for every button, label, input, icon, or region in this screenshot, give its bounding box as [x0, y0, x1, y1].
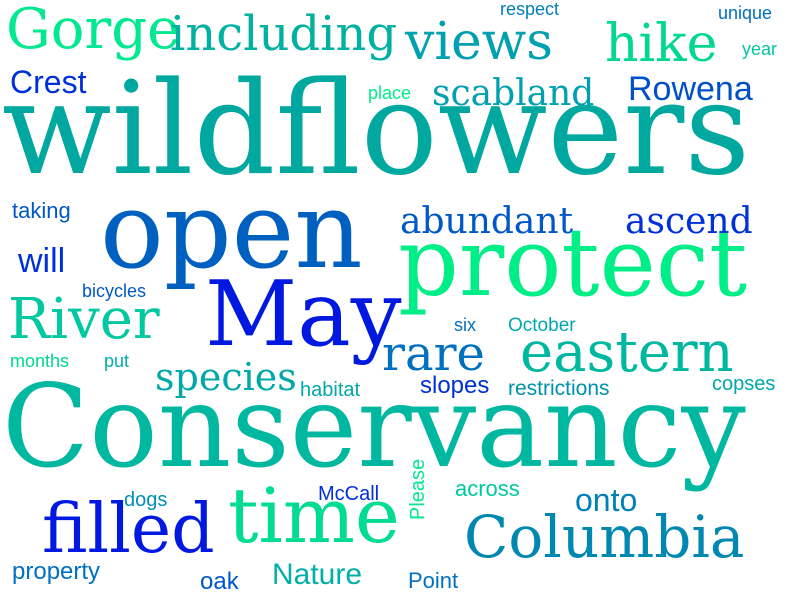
word-hike: hike [605, 14, 718, 74]
word-point: Point [408, 568, 459, 593]
word-wildflowers: wildflowers [2, 55, 750, 204]
word-crest: Crest [10, 64, 87, 100]
word-columbia: Columbia [464, 503, 745, 571]
word-months: months [10, 351, 70, 371]
word-october: October [508, 315, 576, 336]
word-property: property [12, 558, 101, 585]
word-nature: Nature [272, 558, 363, 591]
word-restrictions: restrictions [508, 377, 610, 400]
word-bicycles: bicycles [82, 281, 147, 301]
word-may: May [205, 262, 402, 367]
word-will: will [18, 242, 66, 280]
word-including: including [170, 6, 398, 62]
word-protect: protect [398, 208, 748, 318]
word-river: River [8, 287, 160, 352]
word-filled: filled [42, 490, 215, 569]
word-dogs: dogs [124, 489, 168, 511]
word-six: six [454, 315, 476, 335]
word-respect: respect [500, 0, 560, 19]
word-scabland: scabland [432, 73, 595, 114]
word-onto: onto [575, 482, 638, 518]
word-ascend: ascend [625, 201, 753, 242]
word-unique: unique [718, 3, 773, 23]
word-year: year [742, 39, 778, 59]
word-abundant: abundant [400, 201, 574, 242]
word-taking: taking [12, 198, 71, 223]
word-open: open [100, 169, 363, 292]
word-time: time [228, 471, 400, 560]
word-oak: oak [200, 568, 239, 595]
word-slopes: slopes [420, 372, 490, 399]
word-place: place [368, 83, 412, 103]
word-views: views [405, 12, 553, 72]
word-rare: rare [382, 326, 485, 382]
word-please: Please [407, 458, 429, 520]
word-across: across [455, 476, 520, 501]
word-species: species [155, 355, 297, 399]
word-mccall: McCall [318, 483, 380, 505]
word-habitat: habitat [300, 379, 361, 401]
word-rowena: Rowena [628, 70, 753, 108]
word-eastern: eastern [520, 320, 734, 385]
word-put: put [104, 351, 130, 371]
word-copses: copses [712, 373, 776, 395]
word-conservancy: Conservancy [2, 360, 746, 493]
word-gorge: Gorge [6, 0, 181, 62]
